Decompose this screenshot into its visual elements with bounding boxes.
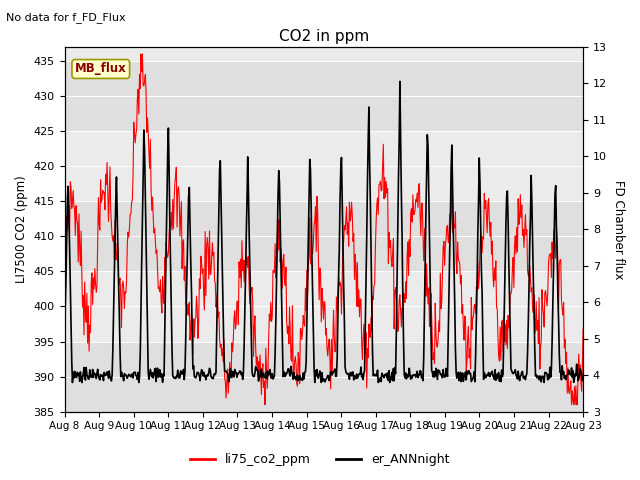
Y-axis label: LI7500 CO2 (ppm): LI7500 CO2 (ppm) [15,176,28,283]
Bar [65,61,583,131]
Bar [65,342,583,412]
Legend: li75_co2_ppm, er_ANNnight: li75_co2_ppm, er_ANNnight [186,448,454,471]
Bar [65,201,583,271]
Text: No data for f_FD_Flux: No data for f_FD_Flux [6,12,126,23]
Y-axis label: FD Chamber flux: FD Chamber flux [612,180,625,279]
Title: CO2 in ppm: CO2 in ppm [278,29,369,44]
Text: MB_flux: MB_flux [75,62,127,75]
